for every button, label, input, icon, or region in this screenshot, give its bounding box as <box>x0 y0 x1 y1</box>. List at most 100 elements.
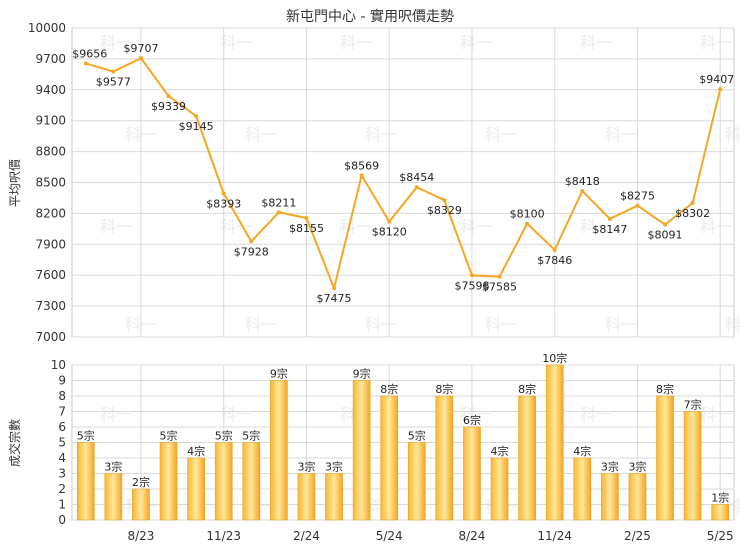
price-data-label: $7846 <box>537 254 572 267</box>
price-data-label: $8147 <box>592 223 627 236</box>
transaction-bar <box>132 488 150 521</box>
price-point <box>552 247 557 252</box>
watermark-text: 科一 <box>100 217 132 236</box>
price-data-label: $9145 <box>179 120 214 133</box>
price-point <box>166 94 171 99</box>
watermark-text: 科一 <box>245 125 277 144</box>
bar-data-label: 8宗 <box>380 382 398 396</box>
transaction-bar <box>656 395 674 521</box>
watermark-text: 科一 <box>340 217 372 236</box>
price-point <box>83 61 88 66</box>
bar-data-label: 10宗 <box>542 351 567 365</box>
bar-data-label: 7宗 <box>684 398 702 412</box>
bar-data-label: 3宗 <box>601 460 619 474</box>
price-data-label: $9339 <box>151 100 186 113</box>
price-y-tick-label: 7600 <box>35 268 66 282</box>
transaction-bar <box>601 473 619 521</box>
transaction-bar <box>711 504 730 521</box>
price-y-tick-label: 7000 <box>35 330 66 344</box>
bars <box>76 364 730 521</box>
price-data-label: $8211 <box>261 196 296 209</box>
bar-data-label: 9宗 <box>353 367 371 381</box>
price-grid <box>72 27 734 338</box>
watermark-text: 科一 <box>725 315 740 334</box>
price-point <box>442 198 447 203</box>
price-point <box>387 219 392 224</box>
price-point <box>249 239 254 244</box>
price-data-label: $8091 <box>648 229 683 242</box>
watermark-text: 科一 <box>700 405 732 424</box>
bar-y-tick-label: 10 <box>51 358 66 372</box>
price-data-label: $8100 <box>510 208 545 221</box>
bar-data-label: 5宗 <box>242 429 260 443</box>
bar-data-label: 4宗 <box>187 444 205 458</box>
x-tick-label: 5/25 <box>707 529 734 543</box>
price-data-label: $7585 <box>482 281 517 294</box>
price-data-label: $8120 <box>372 226 407 239</box>
watermark-text: 科一 <box>700 33 732 52</box>
price-point <box>414 185 419 190</box>
bar-y-tick-label: 5 <box>58 436 66 450</box>
price-point <box>359 173 364 178</box>
price-point <box>690 200 695 205</box>
transaction-bar <box>297 473 316 521</box>
x-tick-label: 2/25 <box>624 529 651 543</box>
transaction-bar <box>518 395 536 521</box>
price-data-label: $8302 <box>675 207 710 220</box>
transaction-bar <box>325 473 343 521</box>
watermark-text: 科一 <box>220 405 252 424</box>
price-point <box>497 274 502 279</box>
watermark-text: 科一 <box>700 217 732 236</box>
price-y-tick-label: 7900 <box>35 237 66 251</box>
transaction-bar <box>352 380 371 521</box>
price-point <box>111 69 116 74</box>
watermark-text: 科一 <box>580 405 612 424</box>
price-points <box>83 56 723 291</box>
bar-y-tick-label: 3 <box>58 467 66 481</box>
bar-data-labels: 5宗 3宗 2宗 5宗 4宗 5宗 5宗 9宗 3宗 3宗 9宗 8宗 5宗 8宗 6宗 4宗 8宗 10宗 4宗 3… <box>77 351 729 505</box>
bar-y-tick-label: 0 <box>58 513 66 527</box>
price-data-label: $7475 <box>317 292 352 305</box>
watermark-text: 科一 <box>485 125 517 144</box>
bar-data-label: 5宗 <box>160 429 178 443</box>
transaction-bar <box>159 442 178 521</box>
price-y-tick-label: 10000 <box>28 21 66 35</box>
price-y-tick-label: 9100 <box>35 114 66 128</box>
price-data-label: $9577 <box>96 76 131 89</box>
price-y-tick-label: 8200 <box>35 206 66 220</box>
bar-data-label: 2宗 <box>132 475 150 489</box>
watermark-text: 科一 <box>100 405 132 424</box>
bar-y-axis-label: 成交宗數 <box>7 419 22 467</box>
price-series-line <box>85 56 722 292</box>
price-point <box>607 216 612 221</box>
x-tick-label: 11/24 <box>537 529 572 543</box>
transaction-bar <box>76 442 95 521</box>
price-point <box>635 203 640 208</box>
price-data-label: $8275 <box>620 190 655 203</box>
watermark-text: 科一 <box>245 315 277 334</box>
bar-data-label: 8宗 <box>656 382 674 396</box>
price-point <box>469 273 474 278</box>
price-data-label: $8569 <box>344 159 379 172</box>
transaction-bar <box>270 380 288 521</box>
watermark-text: 科一 <box>605 125 637 144</box>
price-point <box>718 87 723 92</box>
price-point <box>221 191 226 196</box>
price-y-ticks: 7000 7300 7600 7900 8200 8500 8800 9100 9400 9700… <box>28 21 66 344</box>
price-y-tick-label: 9700 <box>35 52 66 66</box>
transaction-bar <box>104 473 123 521</box>
x-tick-label: 8/23 <box>127 529 154 543</box>
watermark-text: 科一 <box>580 33 612 52</box>
transaction-bar <box>214 442 233 521</box>
bar-y-tick-label: 4 <box>58 451 66 465</box>
price-data-label: $9407 <box>699 73 734 86</box>
transaction-bar <box>545 364 564 521</box>
bar-data-label: 5宗 <box>215 429 233 443</box>
price-point <box>525 221 530 226</box>
watermark-text: 科一 <box>460 405 492 424</box>
price-data-label: $9707 <box>123 42 158 55</box>
price-y-tick-label: 7300 <box>35 299 66 313</box>
price-data-label: $8155 <box>289 222 324 235</box>
bar-y-tick-label: 9 <box>58 374 66 388</box>
